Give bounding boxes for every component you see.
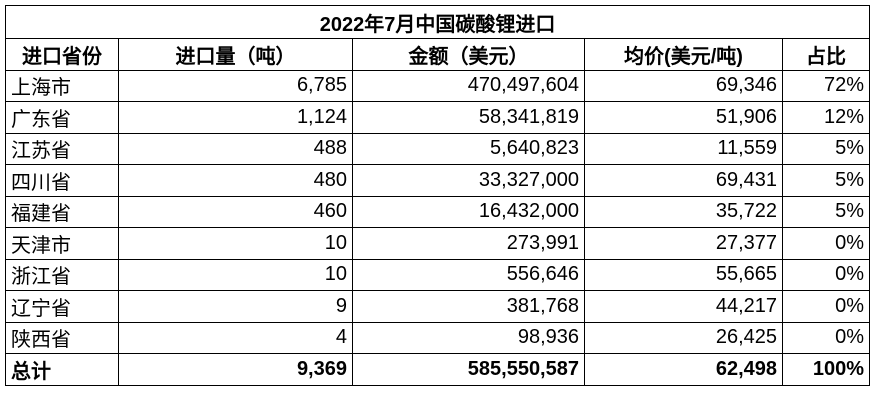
- cell: 16,432,000: [352, 195, 585, 228]
- row-label: 四川省: [5, 164, 119, 197]
- cell: 460: [118, 195, 353, 228]
- table-body: 上海市 6,785 470,497,604 69,346 72% 广东省 1,124 58,3…: [5, 69, 871, 386]
- cell: 585,550,587: [352, 353, 585, 386]
- cell: 10: [118, 258, 353, 291]
- row-label: 上海市: [5, 69, 119, 102]
- table-title: 2022年7月中国碳酸锂进口: [4, 5, 871, 39]
- data-row: 江苏省 488 5,640,823 11,559 5%: [5, 132, 871, 165]
- cell: 55,665: [584, 258, 783, 291]
- cell: 72%: [781, 69, 871, 102]
- header-cell: 进口省份: [5, 38, 119, 71]
- cell: 5%: [781, 195, 871, 228]
- header-row: 进口省份 进口量（吨） 金额（美元） 均价(美元/吨) 占比: [5, 38, 871, 71]
- row-label: 总计: [5, 353, 119, 386]
- row-label: 天津市: [5, 227, 119, 260]
- row-label: 辽宁省: [5, 290, 119, 323]
- data-row: 四川省 480 33,327,000 69,431 5%: [5, 164, 871, 197]
- data-row: 辽宁省 9 381,768 44,217 0%: [5, 290, 871, 323]
- row-label: 陕西省: [5, 321, 119, 354]
- cell: 51,906: [584, 101, 783, 134]
- cell: 44,217: [584, 290, 783, 323]
- cell: 5%: [781, 132, 871, 165]
- header-cell: 均价(美元/吨): [584, 38, 783, 71]
- row-label: 福建省: [5, 195, 119, 228]
- cell: 98,936: [352, 321, 585, 354]
- cell: 100%: [781, 353, 871, 386]
- cell: 0%: [781, 290, 871, 323]
- cell: 5,640,823: [352, 132, 585, 165]
- cell: 6,785: [118, 69, 353, 102]
- cell: 69,431: [584, 164, 783, 197]
- cell: 35,722: [584, 195, 783, 228]
- cell: 10: [118, 227, 353, 260]
- cell: 5%: [781, 164, 871, 197]
- cell: 62,498: [584, 353, 783, 386]
- cell: 480: [118, 164, 353, 197]
- cell: 69,346: [584, 69, 783, 102]
- cell: 0%: [781, 321, 871, 354]
- cell: 4: [118, 321, 353, 354]
- cell: 273,991: [352, 227, 585, 260]
- cell: 26,425: [584, 321, 783, 354]
- data-row: 浙江省 10 556,646 55,665 0%: [5, 258, 871, 291]
- cell: 556,646: [352, 258, 585, 291]
- row-label: 广东省: [5, 101, 119, 134]
- cell: 58,341,819: [352, 101, 585, 134]
- row-label: 浙江省: [5, 258, 119, 291]
- cell: 488: [118, 132, 353, 165]
- cell: 0%: [781, 227, 871, 260]
- data-row: 天津市 10 273,991 27,377 0%: [5, 227, 871, 260]
- total-row: 总计 9,369 585,550,587 62,498 100%: [5, 353, 871, 386]
- data-row: 上海市 6,785 470,497,604 69,346 72%: [5, 69, 871, 102]
- cell: 381,768: [352, 290, 585, 323]
- cell: 0%: [781, 258, 871, 291]
- title-row: 2022年7月中国碳酸锂进口: [4, 5, 871, 39]
- data-row: 广东省 1,124 58,341,819 51,906 12%: [5, 101, 871, 134]
- cell: 12%: [781, 101, 871, 134]
- cell: 9,369: [118, 353, 353, 386]
- row-label: 江苏省: [5, 132, 119, 165]
- data-row: 福建省 460 16,432,000 35,722 5%: [5, 195, 871, 228]
- cell: 11,559: [584, 132, 783, 165]
- cell: 27,377: [584, 227, 783, 260]
- header-cell: 占比: [781, 38, 871, 71]
- header-cell: 金额（美元）: [352, 38, 585, 71]
- cell: 470,497,604: [352, 69, 585, 102]
- cell: 9: [118, 290, 353, 323]
- cell: 1,124: [118, 101, 353, 134]
- header-cell: 进口量（吨）: [118, 38, 353, 71]
- cell: 33,327,000: [352, 164, 585, 197]
- data-row: 陕西省 4 98,936 26,425 0%: [5, 321, 871, 354]
- data-table: 2022年7月中国碳酸锂进口 进口省份 进口量（吨） 金额（美元） 均价(美元/吨) 占…: [4, 5, 871, 386]
